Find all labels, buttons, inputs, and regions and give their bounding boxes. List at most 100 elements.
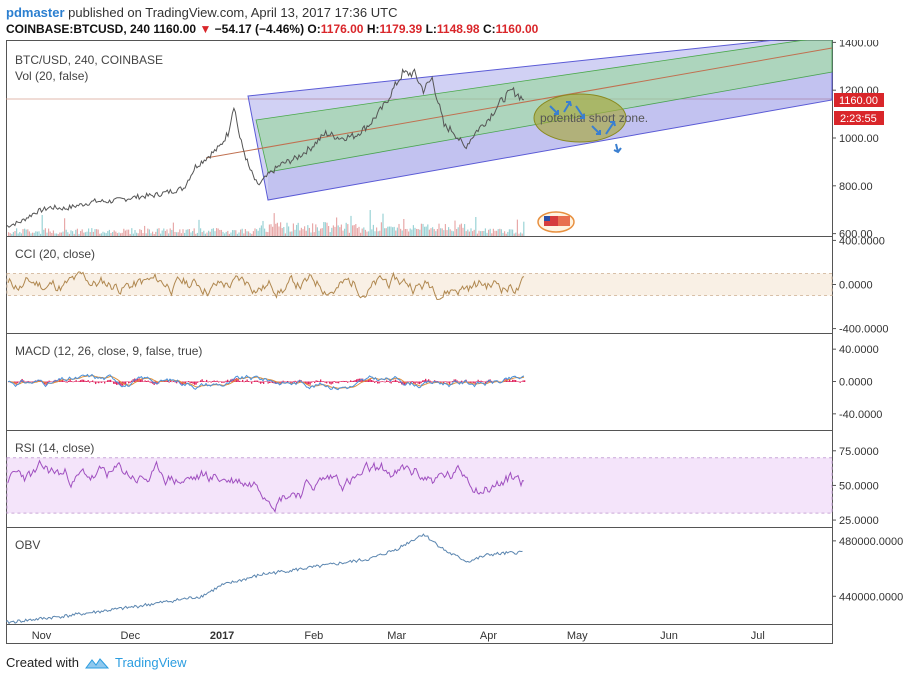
macd-histogram-bar [452,381,454,382]
chart-svg[interactable]: potential short zone. Nov Dec 2017 Feb Mar Ap… [5,33,910,644]
last-price: 1160.00 [153,22,197,36]
macd-histogram-bar [321,381,323,382]
volume-bar [219,229,221,236]
volume-bar [49,231,51,236]
volume-bar [22,229,24,236]
macd-histogram-bar [411,381,413,382]
macd-histogram-bar [156,381,158,385]
macd-histogram-bar [485,381,487,384]
macd-histogram-bar [434,380,436,382]
volume-bar [184,232,186,236]
macd-histogram-bar [165,380,167,382]
macd-histogram-bar [425,378,427,382]
macd-histogram-bar [486,380,488,382]
volume-bar [156,228,158,236]
volume-bar [232,230,234,236]
macd-histogram-bar [119,381,121,385]
volume-bar [216,228,218,236]
volume-bar [238,232,240,236]
price-change: −54.17 (−4.46%) [214,22,305,36]
macd-histogram-bar [198,381,200,383]
macd-histogram-bar [102,381,104,383]
short-zone-annotation[interactable]: potential short zone. [540,111,648,125]
volume-bar [364,229,366,236]
macd-histogram-bar [443,381,445,384]
macd-histogram-bar [176,381,178,384]
macd-histogram-bar [402,381,404,386]
macd-histogram-bar [320,379,322,382]
macd-histogram-bar [414,381,416,384]
volume-bar [510,229,512,236]
volume-bar [57,233,59,236]
macd-histogram-bar [18,381,20,383]
volume-bar [43,229,45,236]
volume-bar [384,228,386,236]
volume-bar [14,231,16,236]
volume-bar [480,231,482,236]
volume-bar [251,233,253,236]
cci-series [7,271,525,301]
volume-bar [417,229,419,236]
macd-histogram-bar [192,381,194,384]
macd-histogram-bar [317,380,319,382]
volume-bar [289,231,291,236]
macd-histogram-bar [83,379,85,382]
macd-histogram-bar [399,381,401,383]
volume-bar [225,231,227,236]
macd-histogram-bar [251,381,253,384]
macd-histogram-bar [123,381,125,385]
price-pane[interactable]: potential short zone. [5,33,833,236]
projected-path-arrows [549,101,622,154]
volume-bar [494,230,496,236]
volume-bar [441,228,443,236]
macd-histogram-bar [458,381,460,383]
macd-histogram-bar [269,381,271,384]
volume-bar [448,227,450,236]
macd-histogram-bar [74,381,76,382]
macd-histogram-bar [72,381,74,383]
tradingview-logo-icon[interactable] [84,656,109,670]
volume-bar [200,228,202,236]
volume-bar [78,233,80,236]
volume-bar [264,228,266,236]
macd-histogram-bar [207,381,209,383]
rsi-pane-title: RSI (14, close) [15,441,94,455]
volume-bar [435,231,437,236]
volume-bar [65,229,67,236]
volume-bar [160,233,162,236]
macd-histogram-bar [194,381,196,385]
tradingview-link[interactable]: TradingView [114,655,187,670]
macd-histogram-bar [200,380,202,382]
author-link[interactable]: pdmaster [6,5,65,20]
volume-bar [273,213,275,236]
macd-histogram-bar [114,381,116,384]
macd-histogram-bar [353,380,355,382]
volume-bar [52,230,54,236]
macd-histogram-bar [203,381,205,382]
volume-bar [512,229,514,236]
macd-histogram-bar [143,381,145,383]
macd-histogram-bar [282,380,284,382]
macd-histogram-bar [471,381,473,383]
macd-histogram-bar [96,381,98,383]
volume-bar [508,229,510,236]
volume-bar [428,229,430,236]
volume-bar [137,233,139,236]
volume-bar [385,228,387,236]
volume-bar [315,224,317,236]
event-flags[interactable] [537,211,575,233]
macd-histogram-bar [386,380,388,382]
volume-bar [240,229,242,236]
volume-bar [94,229,96,236]
macd-histogram-bar [224,381,226,383]
volume-bar [331,227,333,236]
volume-bar [217,228,219,236]
macd-histogram-bar [228,380,230,382]
volume-bar [244,229,246,236]
chart-area[interactable]: potential short zone. Nov Dec 2017 Feb Mar Ap… [5,33,910,644]
macd-histogram-bar [395,379,397,382]
time-tick-label: Feb [304,630,323,642]
volume-bar [222,231,224,236]
y-tick-label: 600.00 [839,229,873,241]
volume-bar [369,210,371,236]
